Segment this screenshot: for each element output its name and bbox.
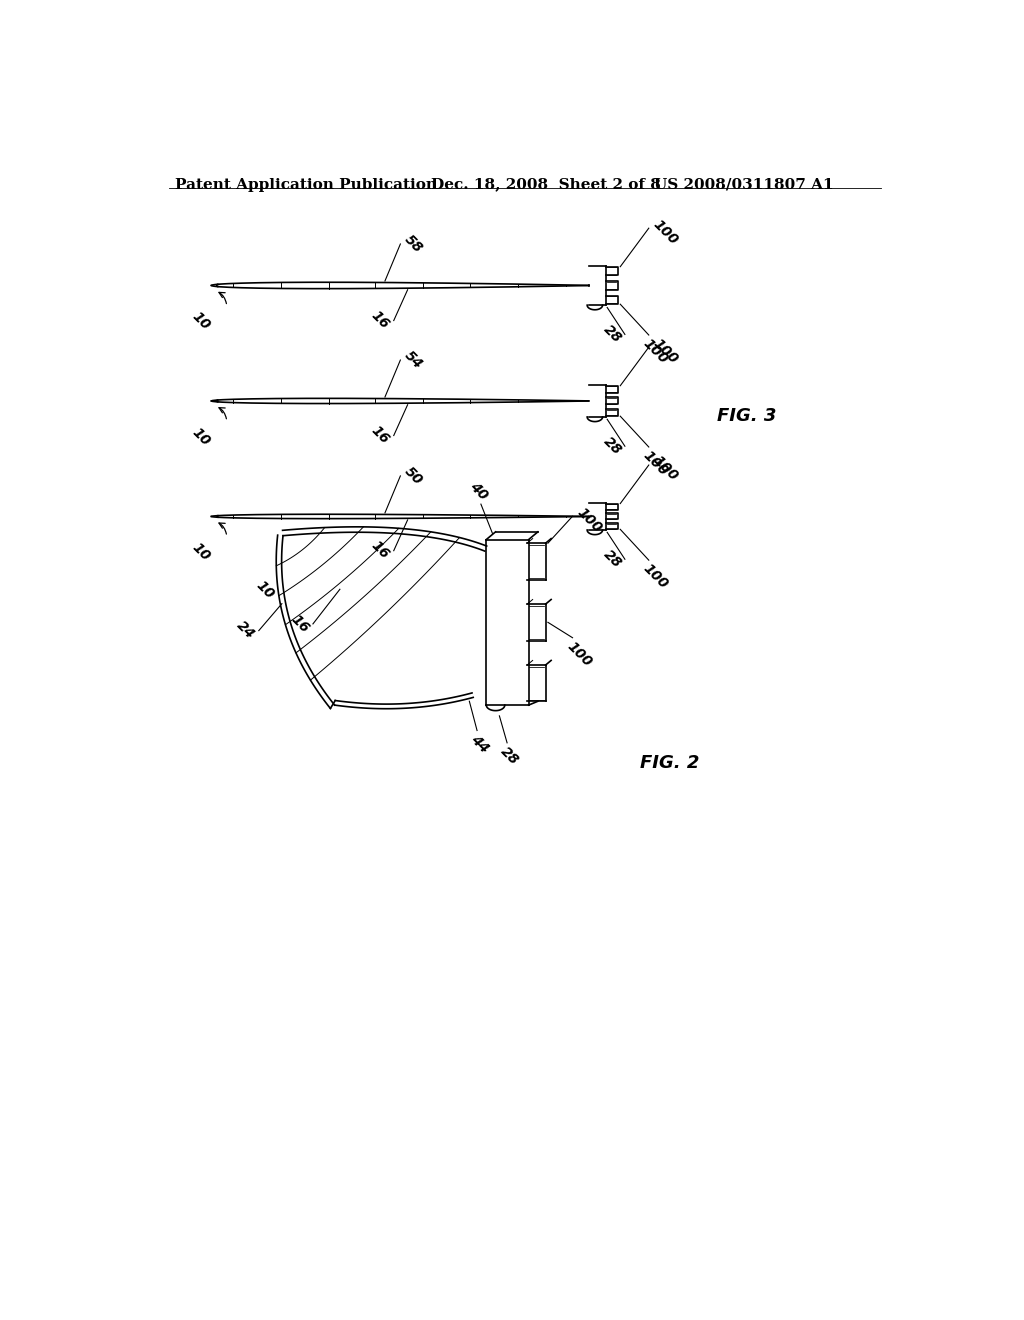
Text: FIG. 2: FIG. 2 bbox=[640, 754, 699, 772]
Text: 100: 100 bbox=[640, 449, 671, 479]
Text: Patent Application Publication: Patent Application Publication bbox=[175, 178, 437, 191]
Text: 100: 100 bbox=[650, 216, 681, 247]
Text: 58: 58 bbox=[401, 232, 425, 256]
Text: 100: 100 bbox=[574, 504, 604, 535]
Text: 10: 10 bbox=[189, 310, 213, 333]
Text: 16: 16 bbox=[369, 424, 392, 447]
Text: US 2008/0311807 A1: US 2008/0311807 A1 bbox=[654, 178, 834, 191]
Text: 16: 16 bbox=[288, 612, 311, 635]
Text: 100: 100 bbox=[640, 337, 671, 367]
Text: 28: 28 bbox=[498, 744, 521, 768]
Text: Dec. 18, 2008  Sheet 2 of 8: Dec. 18, 2008 Sheet 2 of 8 bbox=[431, 178, 660, 191]
Text: FIG. 3: FIG. 3 bbox=[717, 408, 776, 425]
Text: 16: 16 bbox=[369, 309, 392, 333]
Text: 100: 100 bbox=[650, 335, 681, 366]
Text: 10: 10 bbox=[189, 425, 213, 449]
Text: 100: 100 bbox=[650, 454, 681, 484]
Text: 40: 40 bbox=[467, 479, 490, 503]
Text: 28: 28 bbox=[601, 548, 625, 570]
Text: 28: 28 bbox=[601, 322, 625, 346]
Text: 100: 100 bbox=[564, 639, 595, 669]
Text: 50: 50 bbox=[401, 465, 425, 488]
Text: 24: 24 bbox=[233, 619, 257, 642]
Text: 54: 54 bbox=[401, 348, 425, 372]
Text: 28: 28 bbox=[601, 434, 625, 458]
Text: 10: 10 bbox=[189, 540, 213, 564]
Text: 10: 10 bbox=[254, 578, 278, 602]
Text: 16: 16 bbox=[369, 539, 392, 562]
Text: 44: 44 bbox=[468, 733, 492, 755]
Text: 100: 100 bbox=[640, 562, 671, 591]
